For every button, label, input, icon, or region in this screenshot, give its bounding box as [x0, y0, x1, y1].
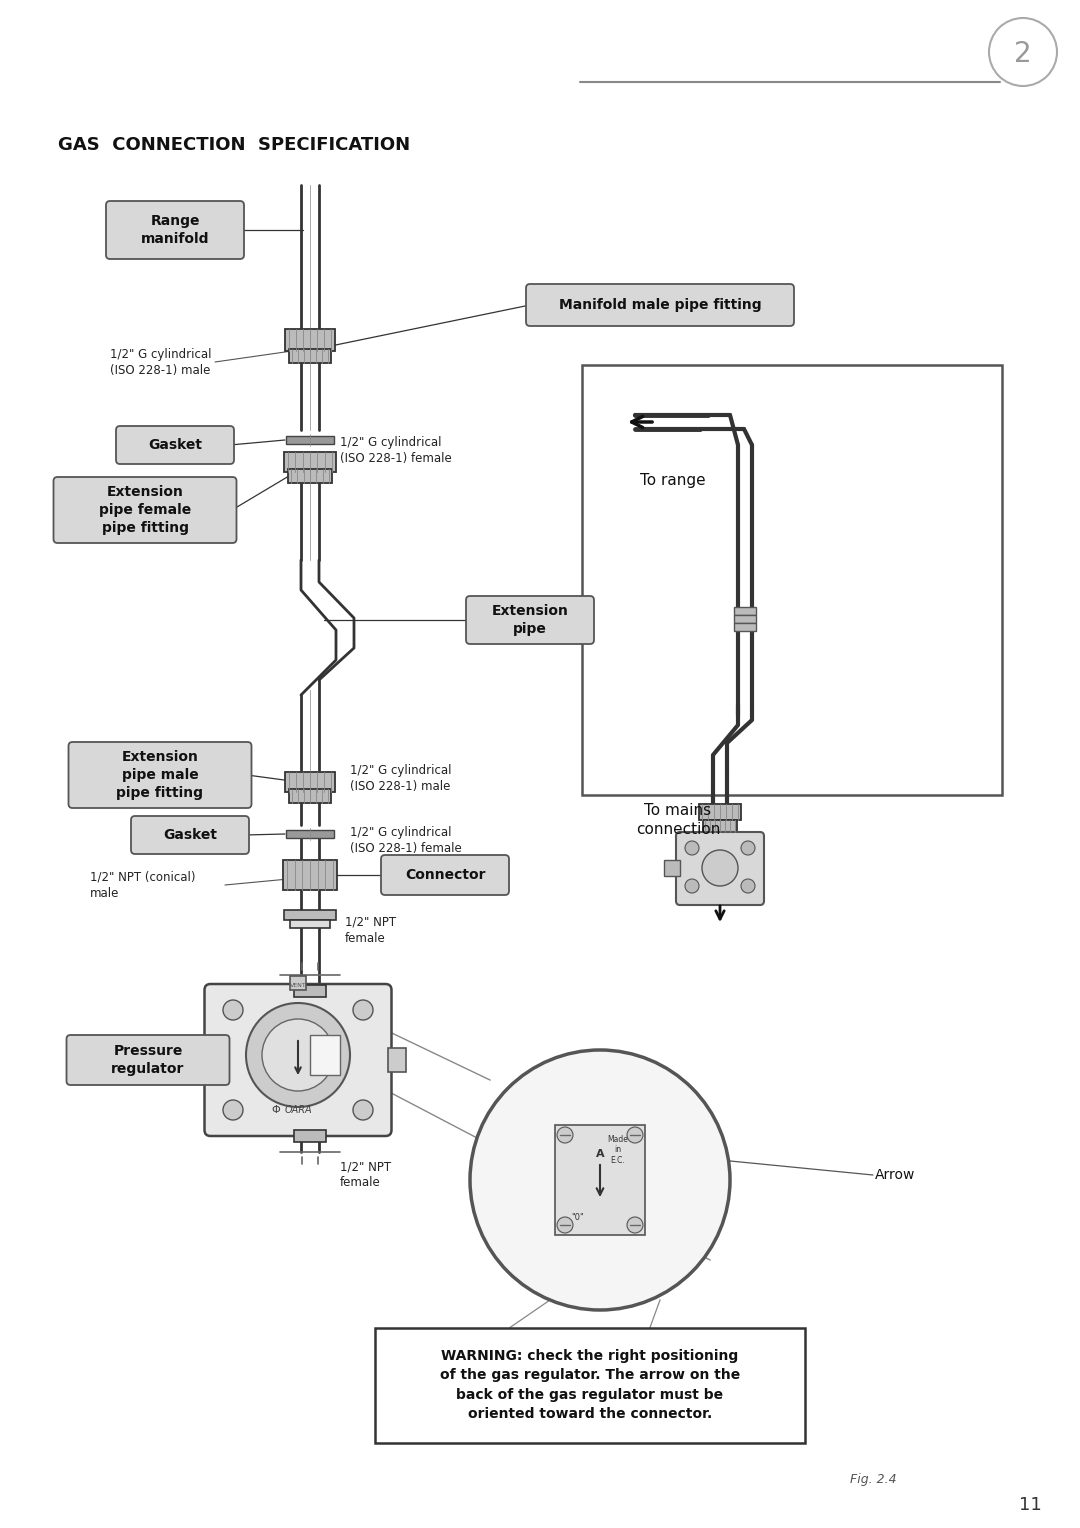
- Bar: [375, 1328, 805, 1442]
- Bar: [664, 860, 680, 876]
- Text: OARA: OARA: [284, 1105, 312, 1115]
- Text: A: A: [596, 1149, 605, 1160]
- Bar: [284, 452, 336, 472]
- Bar: [289, 348, 330, 364]
- Bar: [734, 607, 756, 614]
- Text: Extension
pipe: Extension pipe: [491, 604, 568, 636]
- Text: Gasket: Gasket: [163, 828, 217, 842]
- Bar: [291, 920, 330, 927]
- FancyBboxPatch shape: [106, 202, 244, 260]
- FancyBboxPatch shape: [526, 284, 794, 325]
- Text: Range
manifold: Range manifold: [140, 214, 210, 246]
- FancyBboxPatch shape: [465, 596, 594, 643]
- Text: WARNING: check the right positioning
of the gas regulator. The arrow on the
back: WARNING: check the right positioning of …: [440, 1349, 740, 1421]
- Text: 1/2" NPT
female: 1/2" NPT female: [345, 915, 396, 944]
- Text: GAS  CONNECTION  SPECIFICATION: GAS CONNECTION SPECIFICATION: [58, 136, 410, 154]
- Bar: [310, 1034, 340, 1076]
- Bar: [286, 435, 334, 445]
- Bar: [734, 623, 756, 631]
- Text: To mains
connection: To mains connection: [636, 804, 720, 837]
- Bar: [285, 329, 335, 351]
- Bar: [555, 1125, 645, 1235]
- Text: 1/2" NPT
female: 1/2" NPT female: [340, 1160, 391, 1189]
- Text: Connector: Connector: [405, 868, 485, 882]
- Text: 11: 11: [1018, 1496, 1041, 1514]
- Bar: [294, 986, 326, 996]
- Text: 1/2" NPT (conical)
male: 1/2" NPT (conical) male: [90, 871, 195, 900]
- Bar: [294, 1131, 326, 1141]
- Circle shape: [741, 879, 755, 892]
- Circle shape: [702, 850, 738, 886]
- Text: To range: To range: [640, 472, 705, 487]
- FancyBboxPatch shape: [116, 426, 234, 465]
- Text: Φ: Φ: [272, 1105, 281, 1115]
- Circle shape: [353, 1100, 373, 1120]
- Bar: [291, 976, 306, 990]
- Text: Arrow: Arrow: [875, 1167, 916, 1183]
- Bar: [288, 469, 332, 483]
- Bar: [286, 830, 334, 837]
- Text: "0": "0": [571, 1213, 584, 1222]
- Bar: [289, 788, 330, 804]
- Text: Gasket: Gasket: [148, 439, 202, 452]
- FancyBboxPatch shape: [676, 833, 764, 905]
- Bar: [703, 821, 737, 833]
- Circle shape: [262, 1019, 334, 1091]
- Bar: [388, 1048, 405, 1073]
- Circle shape: [246, 1002, 350, 1106]
- Circle shape: [741, 840, 755, 856]
- Circle shape: [557, 1216, 573, 1233]
- Text: 1/2" G cylindrical
(ISO 228-1) female: 1/2" G cylindrical (ISO 228-1) female: [340, 435, 451, 465]
- Circle shape: [222, 999, 243, 1021]
- Text: 1/2" G cylindrical
(ISO 228-1) male: 1/2" G cylindrical (ISO 228-1) male: [110, 347, 212, 376]
- Text: 2: 2: [1014, 40, 1031, 69]
- Text: Extension
pipe female
pipe fitting: Extension pipe female pipe fitting: [99, 486, 191, 535]
- FancyBboxPatch shape: [381, 856, 509, 895]
- Bar: [699, 804, 741, 821]
- Bar: [582, 365, 1002, 795]
- Circle shape: [353, 999, 373, 1021]
- Text: Fig. 2.4: Fig. 2.4: [850, 1473, 896, 1487]
- Text: Made
in
E.C.: Made in E.C.: [608, 1135, 629, 1164]
- Circle shape: [685, 879, 699, 892]
- Text: 1/2" G cylindrical
(ISO 228-1) female: 1/2" G cylindrical (ISO 228-1) female: [350, 825, 462, 854]
- Circle shape: [685, 840, 699, 856]
- Text: Pressure
regulator: Pressure regulator: [111, 1044, 185, 1076]
- Circle shape: [627, 1216, 643, 1233]
- FancyBboxPatch shape: [131, 816, 249, 854]
- FancyBboxPatch shape: [54, 477, 237, 542]
- Bar: [734, 614, 756, 623]
- FancyBboxPatch shape: [67, 1034, 229, 1085]
- Text: 1/2" G cylindrical
(ISO 228-1) male: 1/2" G cylindrical (ISO 228-1) male: [350, 764, 451, 793]
- Circle shape: [222, 1100, 243, 1120]
- Text: Manifold male pipe fitting: Manifold male pipe fitting: [558, 298, 761, 312]
- Circle shape: [557, 1128, 573, 1143]
- Circle shape: [470, 1050, 730, 1309]
- Text: VENT: VENT: [289, 983, 307, 987]
- Bar: [283, 860, 337, 889]
- Circle shape: [627, 1128, 643, 1143]
- Bar: [284, 911, 336, 920]
- Bar: [285, 772, 335, 792]
- FancyBboxPatch shape: [204, 984, 391, 1135]
- FancyBboxPatch shape: [68, 743, 252, 808]
- Text: Extension
pipe male
pipe fitting: Extension pipe male pipe fitting: [117, 750, 203, 799]
